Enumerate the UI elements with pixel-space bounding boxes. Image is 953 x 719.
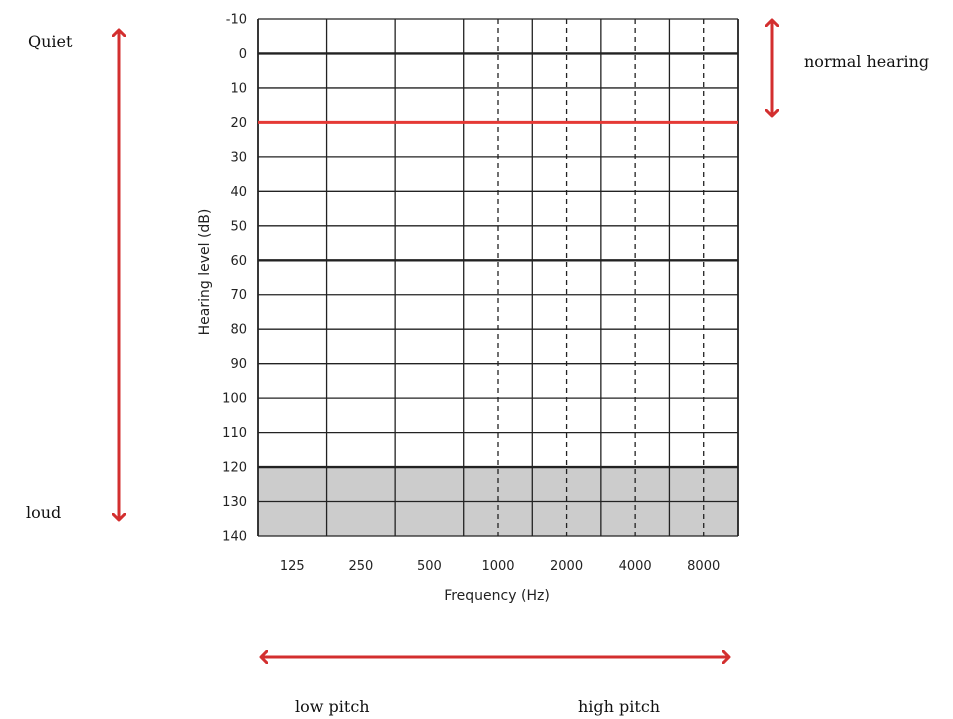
normal-hearing-label: normal hearing <box>804 52 929 71</box>
y-tick-label: 140 <box>222 530 247 545</box>
x-tick-label: 250 <box>348 559 373 574</box>
y-axis-title: Hearing level (dB) <box>197 209 213 336</box>
high-pitch-label: high pitch <box>578 697 660 716</box>
loud-label: loud <box>26 503 61 522</box>
y-tick-label: 0 <box>239 47 247 62</box>
y-tick-label: 20 <box>230 116 247 131</box>
low-pitch-label: low pitch <box>295 697 370 716</box>
y-tick-label: 100 <box>222 392 247 407</box>
horizontal-gridlines <box>258 18 738 537</box>
x-tick-label: 500 <box>417 559 442 574</box>
y-tick-label: 120 <box>222 461 247 476</box>
x-tick-label: 125 <box>280 559 305 574</box>
y-tick-label: 10 <box>230 81 247 96</box>
x-tick-labels: 125 250 500 1000 2000 4000 8000 <box>280 559 720 574</box>
quiet-label: Quiet <box>28 32 73 51</box>
y-tick-label: 130 <box>222 495 247 510</box>
y-tick-label: 70 <box>230 288 247 303</box>
y-tick-label: 50 <box>230 219 247 234</box>
y-tick-label: 90 <box>230 357 247 372</box>
y-tick-label: 110 <box>222 426 247 441</box>
x-tick-label: 1000 <box>481 559 514 574</box>
x-tick-label: 2000 <box>550 559 583 574</box>
x-tick-label: 8000 <box>687 559 720 574</box>
vertical-gridlines <box>257 19 739 536</box>
y-tick-labels: -10 0 10 20 30 40 50 60 70 80 90 100 110 120 130 140 <box>222 13 247 545</box>
x-axis-title: Frequency (Hz) <box>444 588 550 604</box>
y-tick-label: 60 <box>230 254 247 269</box>
y-tick-label: 40 <box>230 185 247 200</box>
y-tick-label: 80 <box>230 323 247 338</box>
y-tick-label: 30 <box>230 150 247 165</box>
x-tick-label: 4000 <box>619 559 652 574</box>
y-tick-label: -10 <box>226 13 247 28</box>
